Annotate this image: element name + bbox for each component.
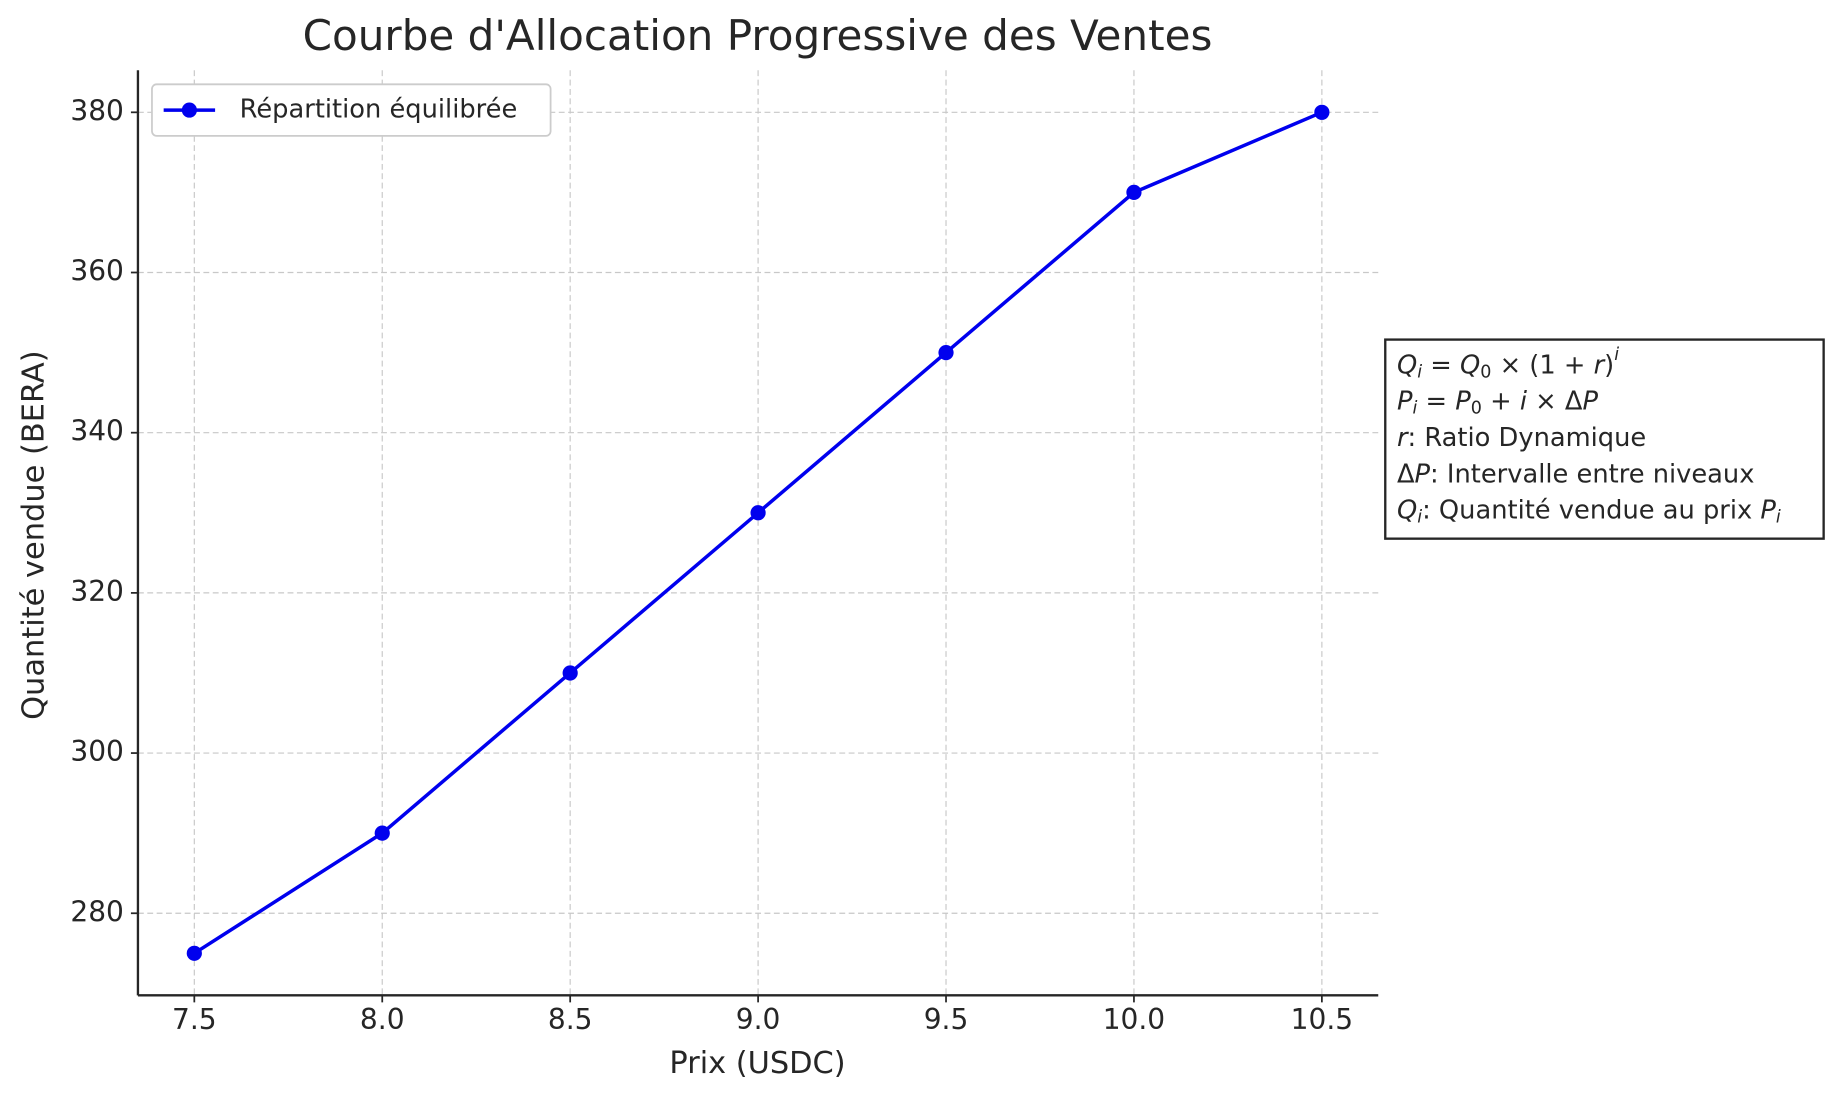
chart-title: Courbe d'Allocation Progressive des Vent… xyxy=(303,11,1213,60)
x-tick-label: 9.0 xyxy=(736,1003,781,1036)
annotation-segment: Q xyxy=(1460,350,1480,380)
data-point xyxy=(938,344,954,361)
y-axis-label: Quantité vendue (BERA) xyxy=(17,350,52,720)
x-tick-label: 8.0 xyxy=(360,1003,405,1036)
annotation-line: Qi: Quantité vendue au prix Pi xyxy=(1397,495,1781,528)
annotation-line: Pi = P0 + i × ΔP xyxy=(1397,386,1599,419)
annotation-segment: i xyxy=(1614,345,1619,365)
annotation-segment: P xyxy=(1455,386,1471,416)
annotation-segment: r xyxy=(1594,350,1606,380)
data-point xyxy=(1126,184,1142,201)
annotation-segment: Q xyxy=(1397,495,1417,525)
legend-label: Répartition équilibrée xyxy=(240,95,518,125)
annotation-line: r: Ratio Dynamique xyxy=(1397,422,1646,452)
annotation-box xyxy=(1384,338,1825,540)
legend-box xyxy=(151,83,552,137)
annotation-segment: P xyxy=(1582,386,1598,416)
annotation-segment: i xyxy=(1520,386,1528,416)
annotation-segment: 0 xyxy=(1471,399,1482,419)
annotation-segment: P xyxy=(1397,386,1413,416)
annotation-segment: ) xyxy=(1604,350,1614,380)
annotation-segment: + xyxy=(1482,386,1520,416)
annotation-segment: i xyxy=(1417,508,1422,528)
data-point xyxy=(750,505,766,521)
x-tick-label: 10.0 xyxy=(1103,1003,1165,1036)
x-tick-label: 7.5 xyxy=(172,1003,217,1036)
annotation-segment: × Δ xyxy=(1527,386,1583,416)
y-tick-label: 300 xyxy=(70,735,124,768)
annotation-segment: × (1 + xyxy=(1491,350,1593,380)
annotation-segment: Q xyxy=(1397,350,1417,380)
annotation-segment: r xyxy=(1397,422,1409,452)
data-point xyxy=(1314,104,1330,120)
data-point xyxy=(562,665,578,681)
x-tick-label: 10.5 xyxy=(1291,1003,1353,1036)
y-tick-label: 380 xyxy=(70,94,124,127)
x-tick-label: 8.5 xyxy=(548,1003,593,1036)
annotation-segment: 0 xyxy=(1480,362,1491,382)
annotation-line: Qi = Q0 × (1 + r)i xyxy=(1397,345,1619,383)
annotation-segment: i xyxy=(1776,508,1781,528)
data-point xyxy=(374,825,390,841)
annotation-segment: : Ratio Dynamique xyxy=(1408,422,1647,452)
legend-marker xyxy=(181,102,197,118)
y-tick-label: 340 xyxy=(70,415,124,448)
annotation-segment: P xyxy=(1415,459,1431,489)
annotation-segment: Δ xyxy=(1397,459,1415,489)
annotation-segment: i xyxy=(1417,362,1422,382)
x-axis-label: Prix (USDC) xyxy=(669,1046,845,1081)
y-tick-label: 320 xyxy=(70,575,124,608)
annotation-segment: : Intervalle entre niveaux xyxy=(1430,459,1754,489)
annotation-line: ΔP: Intervalle entre niveaux xyxy=(1397,459,1755,489)
y-tick-label: 360 xyxy=(70,254,124,287)
data-point xyxy=(186,945,202,961)
annotation: Qi = Q0 × (1 + r)iPi = P0 + i × ΔPr: Rat… xyxy=(1384,338,1825,540)
annotation-segment: = xyxy=(1422,350,1460,380)
y-tick-label: 280 xyxy=(70,895,124,928)
x-tick-label: 9.5 xyxy=(924,1003,969,1036)
annotation-segment: : Quantité vendue au prix xyxy=(1422,495,1760,525)
annotation-segment: = xyxy=(1417,386,1455,416)
annotation-segment: P xyxy=(1760,495,1776,525)
annotation-segment: i xyxy=(1412,399,1417,419)
legend: Répartition équilibrée xyxy=(151,83,552,137)
